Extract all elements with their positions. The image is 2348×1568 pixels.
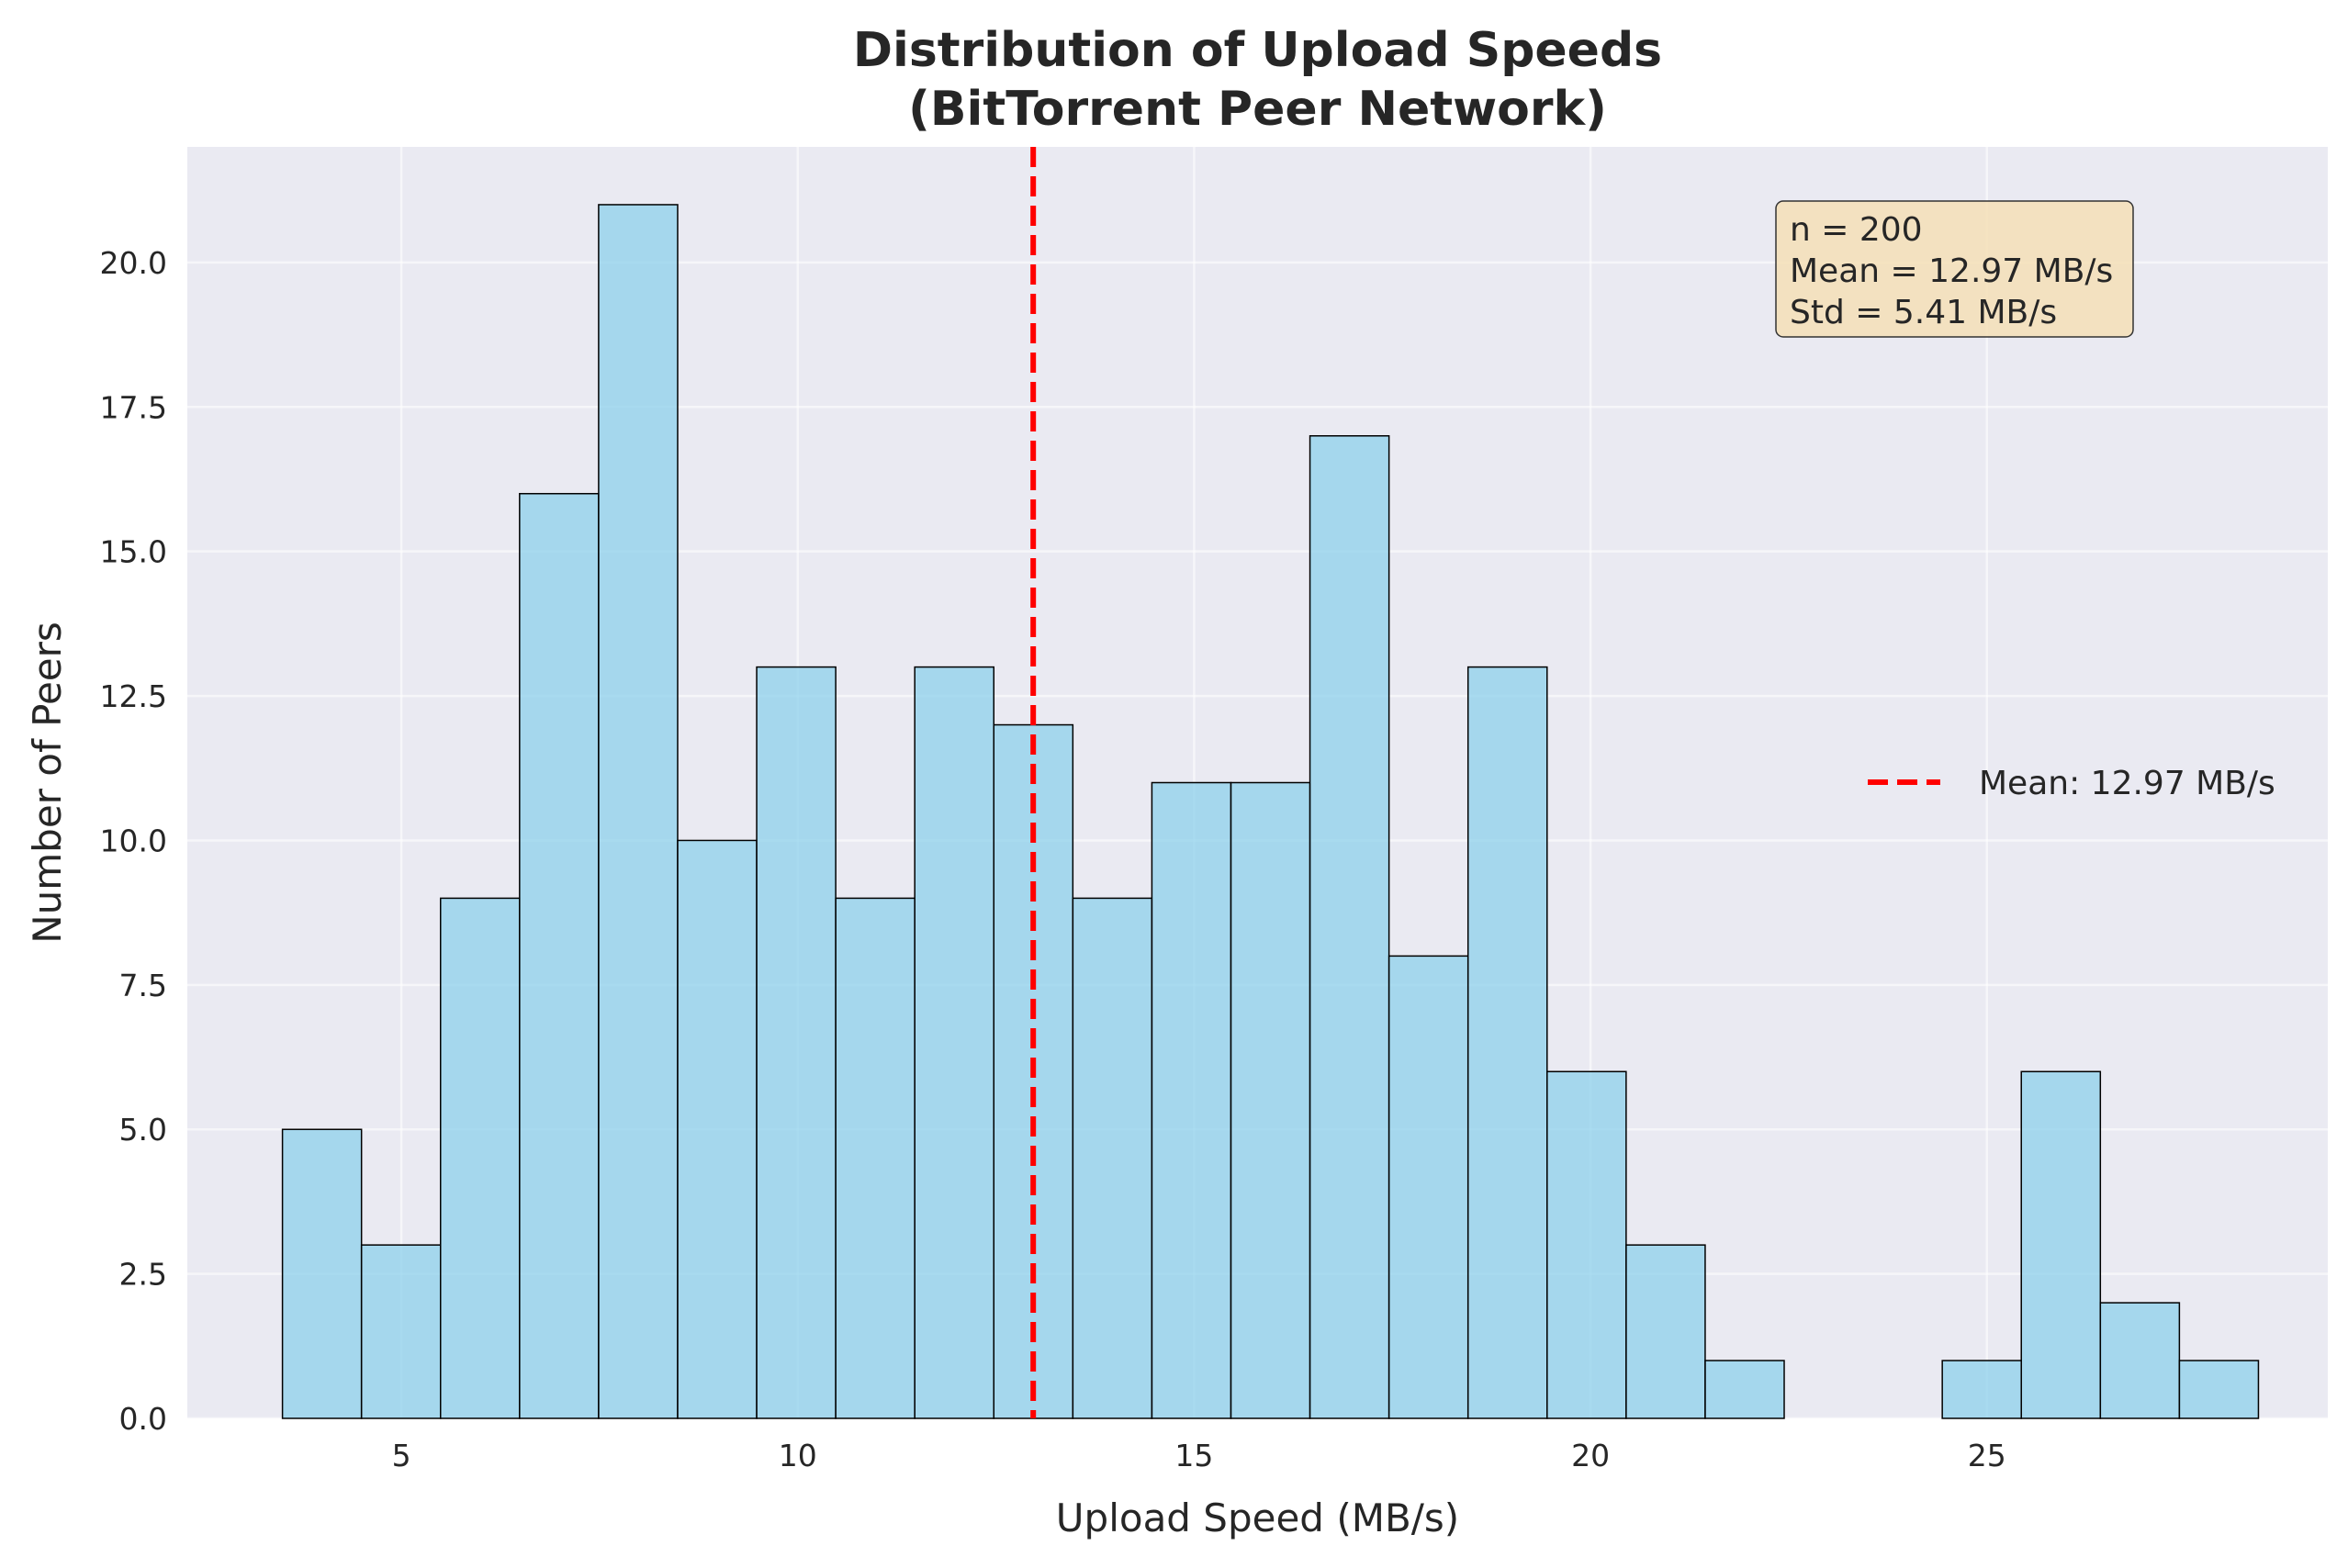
stats-line-mean: Mean = 12.97 MB/s [1790, 252, 2113, 290]
x-axis-label: Upload Speed (MB/s) [1056, 1495, 1459, 1540]
y-tick-label: 20.0 [100, 245, 167, 281]
histogram-bar [519, 492, 600, 1419]
y-axis-label: Number of Peers [25, 622, 70, 944]
x-tick-label: 15 [1174, 1438, 1213, 1473]
histogram-bar [439, 897, 521, 1419]
histogram-bar [835, 897, 916, 1419]
y-tick-label: 7.5 [119, 968, 167, 1003]
histogram-bar [1941, 1360, 2022, 1419]
y-tick-label: 5.0 [119, 1112, 167, 1148]
x-tick-label: 20 [1571, 1438, 1610, 1473]
y-tick-label: 0.0 [119, 1401, 167, 1437]
y-tick-label: 17.5 [100, 389, 167, 425]
chart-title-line2: (BitTorrent Peer Network) [908, 82, 1607, 137]
histogram-bars [281, 204, 2260, 1419]
axis-ticks: 5 10 15 20 25 0.0 2.5 5.0 7.5 10.0 12.5 15.0 17.5 20.… [100, 245, 2006, 1473]
histogram-bar [598, 204, 679, 1419]
x-tick-label: 5 [392, 1438, 411, 1473]
legend-label-mean: Mean: 12.97 MB/s [1979, 765, 2275, 802]
histogram-bar [1151, 781, 1232, 1419]
histogram-bar [281, 1128, 363, 1419]
histogram-bar [2099, 1302, 2181, 1419]
histogram-bar [1466, 666, 1548, 1419]
legend: Mean: 12.97 MB/s [1868, 765, 2275, 802]
chart-title-line1: Distribution of Upload Speeds [853, 23, 1662, 78]
x-tick-label: 25 [1968, 1438, 2006, 1473]
x-tick-label: 10 [779, 1438, 817, 1473]
histogram-bar [756, 666, 837, 1419]
histogram-bar [1625, 1244, 1706, 1419]
y-tick-label: 15.0 [100, 534, 167, 570]
histogram-bar [2178, 1360, 2260, 1419]
histogram-bar [1072, 897, 1153, 1419]
histogram-bar [914, 666, 995, 1419]
stats-line-std: Std = 5.41 MB/s [1790, 294, 2057, 331]
histogram-bar [1309, 435, 1390, 1419]
y-tick-label: 10.0 [100, 823, 167, 858]
histogram-bar [677, 839, 758, 1419]
stats-box: n = 200 Mean = 12.97 MB/s Std = 5.41 MB/… [1775, 200, 2134, 338]
histogram-bar [1704, 1360, 1785, 1419]
y-tick-label: 12.5 [100, 678, 167, 714]
histogram-bar [360, 1244, 442, 1419]
y-tick-label: 2.5 [119, 1257, 167, 1293]
histogram-bar [1230, 781, 1311, 1419]
histogram-bar [1546, 1070, 1627, 1419]
stats-box-background [1775, 200, 2134, 338]
histogram-bar [2020, 1070, 2102, 1419]
stats-line-n: n = 200 [1790, 211, 1923, 249]
histogram-bar [1387, 955, 1469, 1419]
